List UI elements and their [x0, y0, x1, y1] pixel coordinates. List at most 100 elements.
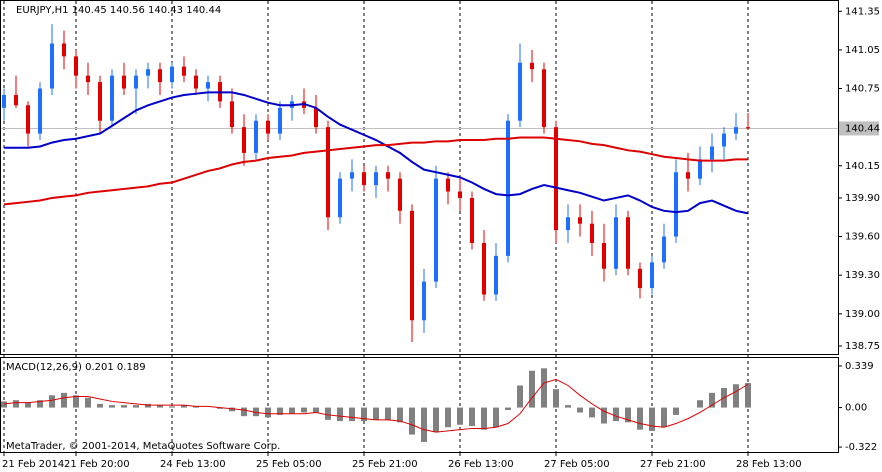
candle-body: [50, 43, 54, 89]
x-tick-label: 27 Feb 21:00: [640, 459, 706, 470]
candle-body: [614, 217, 618, 269]
candle-body: [38, 88, 42, 134]
candle-body: [14, 94, 18, 106]
macd-bar: [565, 405, 571, 408]
macd-bar: [97, 403, 103, 408]
macd-bar: [589, 407, 595, 418]
candle-body: [74, 56, 78, 76]
candle-body: [386, 172, 390, 179]
macd-bar: [25, 402, 31, 408]
macd-bar: [445, 407, 451, 428]
macd-bar: [709, 392, 715, 408]
candle-body: [746, 127, 750, 129]
macd-bar: [217, 407, 223, 409]
candle-body: [314, 107, 318, 128]
x-tick-label: 21 Feb 20:00: [64, 459, 130, 470]
macd-bar: [133, 405, 139, 408]
candle-body: [638, 268, 642, 289]
macd-bar: [385, 407, 391, 420]
candle-body: [686, 172, 690, 179]
y-tick-label: 139.60: [845, 232, 880, 243]
y-tick-label: 140.15: [845, 161, 880, 172]
candle-body: [326, 127, 330, 218]
macd-bar: [577, 407, 583, 413]
macd-bar: [637, 407, 643, 430]
candle-body: [26, 105, 30, 134]
copyright: MetaTrader, © 2001-2014, MetaQuotes Soft…: [6, 441, 280, 452]
macd-bar: [265, 407, 271, 418]
macd-bar: [313, 407, 319, 413]
candle-body: [626, 217, 630, 269]
candle-body: [722, 133, 726, 147]
candle-body: [530, 62, 534, 70]
chart-title: EURJPY,H1 140.45 140.56 140.43 140.44: [16, 5, 221, 16]
y-tick-label: -0.322: [845, 442, 877, 453]
macd-bar: [349, 407, 355, 422]
macd-bar: [253, 407, 259, 417]
macd-bar: [181, 405, 187, 408]
candle-body: [566, 217, 570, 231]
candle-body: [182, 66, 186, 76]
macd-bar: [697, 400, 703, 408]
candle-body: [2, 94, 6, 108]
candle-body: [662, 236, 666, 263]
y-tick-label: 141.35: [845, 6, 880, 17]
candle-body: [266, 120, 270, 134]
x-tick-label: 28 Feb 13:00: [736, 459, 802, 470]
candle-body: [650, 262, 654, 289]
y-tick-label: 0.00: [845, 403, 867, 414]
macd-bar: [493, 407, 499, 428]
macd-bar: [421, 407, 427, 442]
macd-bar: [61, 392, 67, 408]
macd-panel: [0, 357, 839, 453]
macd-bar: [289, 407, 295, 414]
macd-bar: [49, 395, 55, 408]
candle-body: [338, 178, 342, 218]
macd-bar: [673, 407, 679, 415]
x-tick-label: 25 Feb 21:00: [352, 459, 418, 470]
main-panel: [0, 0, 839, 355]
x-tick-label: 26 Feb 13:00: [448, 459, 514, 470]
macd-bar: [541, 368, 547, 408]
candle-body: [62, 43, 66, 57]
candle-body: [278, 107, 282, 134]
macd-bar: [649, 407, 655, 431]
candle-body: [734, 127, 738, 134]
y-tick-label: 141.05: [845, 45, 880, 56]
macd-bar: [193, 406, 199, 408]
macd-bar: [277, 407, 283, 415]
candle-body: [134, 75, 138, 89]
macd-bar: [301, 407, 307, 413]
candle-body: [158, 69, 162, 83]
last-price-label: 140.44: [845, 123, 880, 134]
macd-bar: [469, 407, 475, 426]
candle-body: [350, 172, 354, 179]
y-tick-label: 139.00: [845, 309, 880, 320]
candle-body: [578, 217, 582, 224]
moving-average: [4, 91, 749, 215]
macd-bar: [481, 407, 487, 430]
macd-bar: [661, 407, 667, 428]
macd-bar: [157, 405, 163, 408]
y-tick-label: 140.75: [845, 84, 880, 95]
macd-bar: [397, 407, 403, 423]
candle-body: [410, 210, 414, 321]
macd-bar: [613, 407, 619, 422]
macd-bar: [1, 401, 7, 408]
signal-line: [3, 378, 749, 433]
macd-bar: [745, 383, 751, 408]
x-tick-label: 25 Feb 05:00: [256, 459, 322, 470]
macd-bar: [529, 370, 535, 408]
candle-body: [602, 243, 606, 269]
x-tick-label: 27 Feb 05:00: [544, 459, 610, 470]
macd-bar: [241, 407, 247, 417]
candle-body: [194, 75, 198, 89]
macd-title: MACD(12,26,9) 0.201 0.189: [6, 362, 146, 373]
candle-body: [146, 69, 150, 76]
macd-bar: [733, 384, 739, 408]
candle-body: [110, 75, 114, 121]
candle-body: [230, 101, 234, 128]
last-price-box: [839, 121, 879, 136]
macd-bar: [73, 395, 79, 408]
